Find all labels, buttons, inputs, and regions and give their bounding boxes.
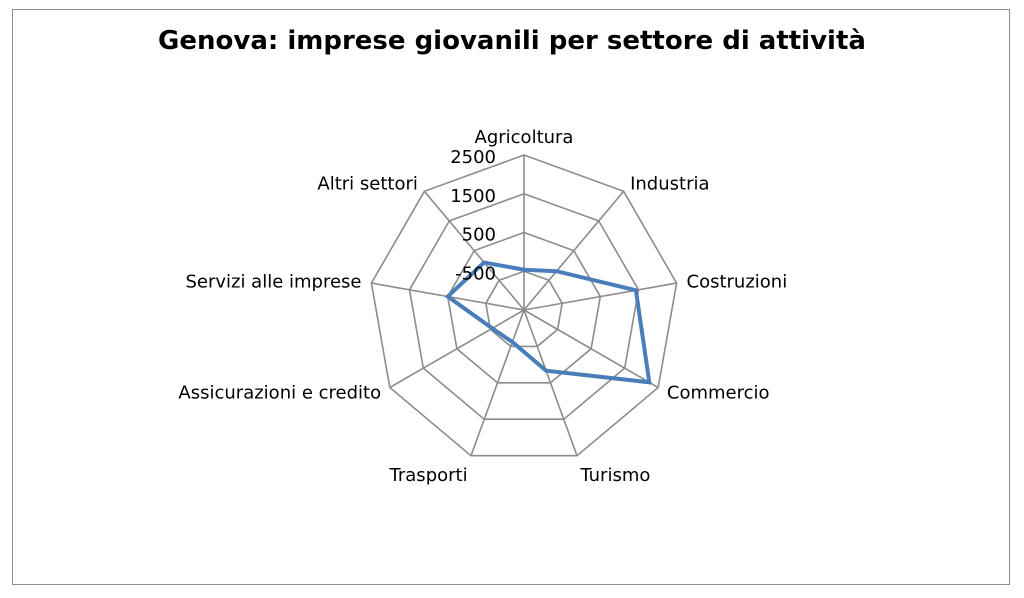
series-line — [444, 260, 652, 385]
category-label-commercio: Commercio — [667, 383, 770, 404]
category-label-servizi-alle-imprese: Servizi alle imprese — [185, 271, 361, 292]
category-label-altri-settori: Altri settori — [317, 174, 417, 195]
chart-frame — [12, 9, 1010, 585]
grid-spoke — [423, 190, 525, 311]
category-label-costruzioni: Costruzioni — [687, 271, 788, 292]
category-label-assicurazioni-e-credito: Assicurazioni e credito — [178, 383, 381, 404]
grid-spoke — [523, 309, 659, 389]
grid-spoke — [470, 309, 525, 456]
grid-spoke — [389, 309, 525, 389]
grid-ring — [408, 192, 640, 421]
grid-spoke — [523, 282, 677, 311]
radar-grid — [370, 154, 678, 457]
category-labels: Agricoltura Industria Costruzioni Commercio… — [178, 127, 787, 486]
radar-series — [444, 260, 652, 385]
grid-spoke — [523, 190, 625, 311]
grid-ring — [446, 231, 602, 384]
grid-ring — [370, 154, 678, 457]
chart-title: Genova: imprese giovanili per settore di… — [158, 26, 866, 56]
tick-label: 1500 — [450, 186, 496, 207]
tick-label: 500 — [462, 225, 496, 246]
category-label-industria: Industria — [630, 174, 709, 195]
grid-ring — [484, 270, 564, 348]
tick-label: 2500 — [450, 147, 496, 168]
radial-tick-labels: 2500 1500 500 -500 — [450, 147, 496, 284]
category-label-turismo: Turismo — [579, 465, 650, 486]
tick-label: -500 — [455, 263, 496, 284]
grid-spoke — [523, 309, 578, 456]
category-label-trasporti: Trasporti — [389, 465, 468, 486]
category-label-agricoltura: Agricoltura — [475, 127, 574, 148]
